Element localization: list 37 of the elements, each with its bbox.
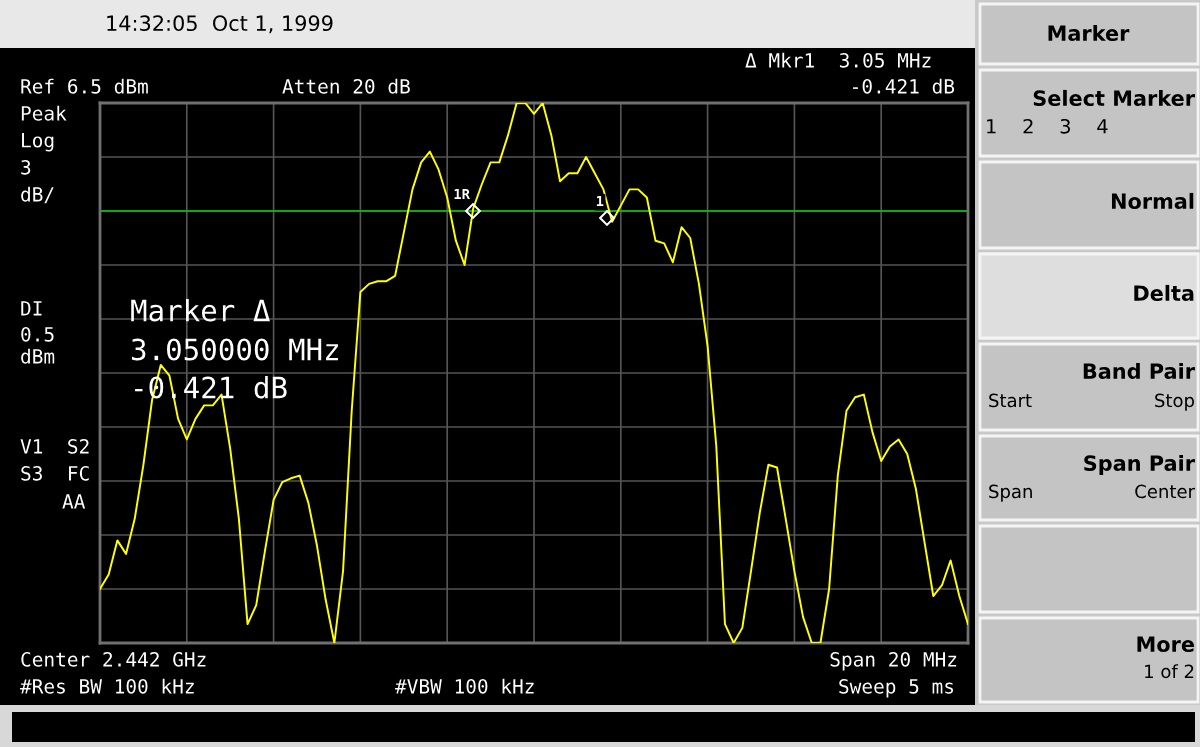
text: dBm <box>21 348 55 364</box>
text: Select Marker <box>1033 89 1195 107</box>
text: 3 <box>21 159 31 175</box>
text: Center 2.442 GHz <box>21 651 206 667</box>
text: Atten 20 dB <box>282 78 410 94</box>
text: Normal <box>1111 192 1194 210</box>
annotation: 1R <box>454 188 470 200</box>
text: #Res BW 100 kHz <box>20 678 194 694</box>
text: Ref 6.5 dBm <box>21 78 148 94</box>
text: Stop <box>1155 393 1195 411</box>
text: 1 2 3 4 <box>987 118 1108 134</box>
text: #VBW 100 kHz <box>395 678 534 694</box>
text: dB/ <box>21 186 54 204</box>
text: Span <box>989 484 1032 502</box>
text: Span 20 MHz <box>830 651 957 671</box>
annotation: 3.050000 MHz <box>131 338 338 361</box>
text: DI <box>21 301 42 316</box>
text: -0.421 dB <box>853 78 955 94</box>
text: S3 FC <box>21 465 89 481</box>
text: Center <box>1135 484 1195 499</box>
text: Band Pair <box>1083 362 1195 380</box>
text: 0.5 <box>21 326 54 342</box>
text: More <box>1137 636 1194 653</box>
text: AA <box>62 494 86 509</box>
text: Marker <box>1048 24 1130 42</box>
text: Span Pair <box>1084 454 1195 476</box>
text: V1 S2 <box>20 438 89 454</box>
text: Sweep 5 ms <box>839 678 954 698</box>
text: Log <box>22 133 54 152</box>
text: 1 of 2 <box>1145 664 1194 679</box>
text: Δ Mkr1 3.05 MHz <box>745 52 931 68</box>
text: Start <box>989 393 1032 408</box>
text: Peak <box>21 105 67 121</box>
text: Delta <box>1134 284 1194 302</box>
text: 14:32:05 Oct 1, 1999 <box>107 15 333 34</box>
annotation: Marker Δ <box>131 298 270 322</box>
annotation: 1 <box>596 195 604 207</box>
